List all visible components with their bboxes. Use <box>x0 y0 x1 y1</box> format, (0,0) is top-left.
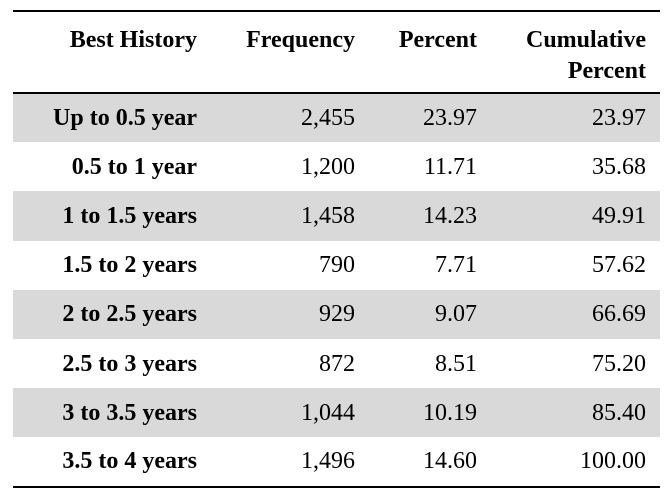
row-label: Up to 0.5 year <box>13 93 211 143</box>
frequency-cell: 1,200 <box>301 153 355 180</box>
cumulative-percent-cell: 100.00 <box>580 448 646 475</box>
table-row: 2.5 to 3 years 872 8.51 75.20 <box>13 339 660 388</box>
percent-cell: 23.97 <box>369 93 491 143</box>
cumulative-percent-cell: 23.97 <box>491 93 660 143</box>
cumulative-percent-cell: 57.62 <box>592 252 646 279</box>
table-row: 2 to 2.5 years 929 9.07 66.69 <box>13 289 660 339</box>
cumulative-percent-cell: 49.91 <box>491 191 660 241</box>
frequency-cell: 1,496 <box>301 448 355 475</box>
header-frequency: Frequency <box>246 27 355 53</box>
header-row: Best History Frequency Percent Cumulativ… <box>13 11 660 93</box>
row-label: 0.5 to 1 year <box>71 153 197 180</box>
row-label: 3 to 3.5 years <box>13 388 211 438</box>
frequency-cell: 2,455 <box>211 93 369 143</box>
best-history-table: Best History Frequency Percent Cumulativ… <box>13 10 660 488</box>
frequency-cell: 1,458 <box>211 191 369 241</box>
row-label: 2 to 2.5 years <box>13 289 211 339</box>
table-row: 1.5 to 2 years 790 7.71 57.62 <box>13 241 660 290</box>
header-best-history: Best History <box>69 27 197 53</box>
table-row: 3.5 to 4 years 1,496 14.60 100.00 <box>13 437 660 487</box>
percent-cell: 10.19 <box>369 388 491 438</box>
table-row: Up to 0.5 year 2,455 23.97 23.97 <box>13 93 660 143</box>
row-label: 2.5 to 3 years <box>62 350 197 377</box>
row-label: 3.5 to 4 years <box>62 448 197 475</box>
cumulative-percent-cell: 85.40 <box>491 388 660 438</box>
percent-cell: 14.60 <box>423 448 477 475</box>
row-label: 1.5 to 2 years <box>62 252 197 279</box>
percent-cell: 9.07 <box>369 289 491 339</box>
frequency-cell: 1,044 <box>211 388 369 438</box>
cumulative-percent-cell: 75.20 <box>592 350 646 377</box>
percent-cell: 14.23 <box>369 191 491 241</box>
frequency-cell: 872 <box>319 350 355 377</box>
table-row: 0.5 to 1 year 1,200 11.71 35.68 <box>13 142 660 191</box>
header-percent: Percent <box>398 27 477 53</box>
frequency-cell: 790 <box>319 252 355 279</box>
cumulative-percent-cell: 66.69 <box>491 289 660 339</box>
percent-cell: 8.51 <box>435 350 477 377</box>
table-row: 3 to 3.5 years 1,044 10.19 85.40 <box>13 388 660 438</box>
row-label: 1 to 1.5 years <box>13 191 211 241</box>
table-row: 1 to 1.5 years 1,458 14.23 49.91 <box>13 191 660 241</box>
percent-cell: 11.71 <box>423 153 477 180</box>
percent-cell: 7.71 <box>435 252 477 279</box>
header-cumulative-percent: Cumulative Percent <box>526 27 646 84</box>
frequency-cell: 929 <box>211 289 369 339</box>
cumulative-percent-cell: 35.68 <box>592 153 646 180</box>
